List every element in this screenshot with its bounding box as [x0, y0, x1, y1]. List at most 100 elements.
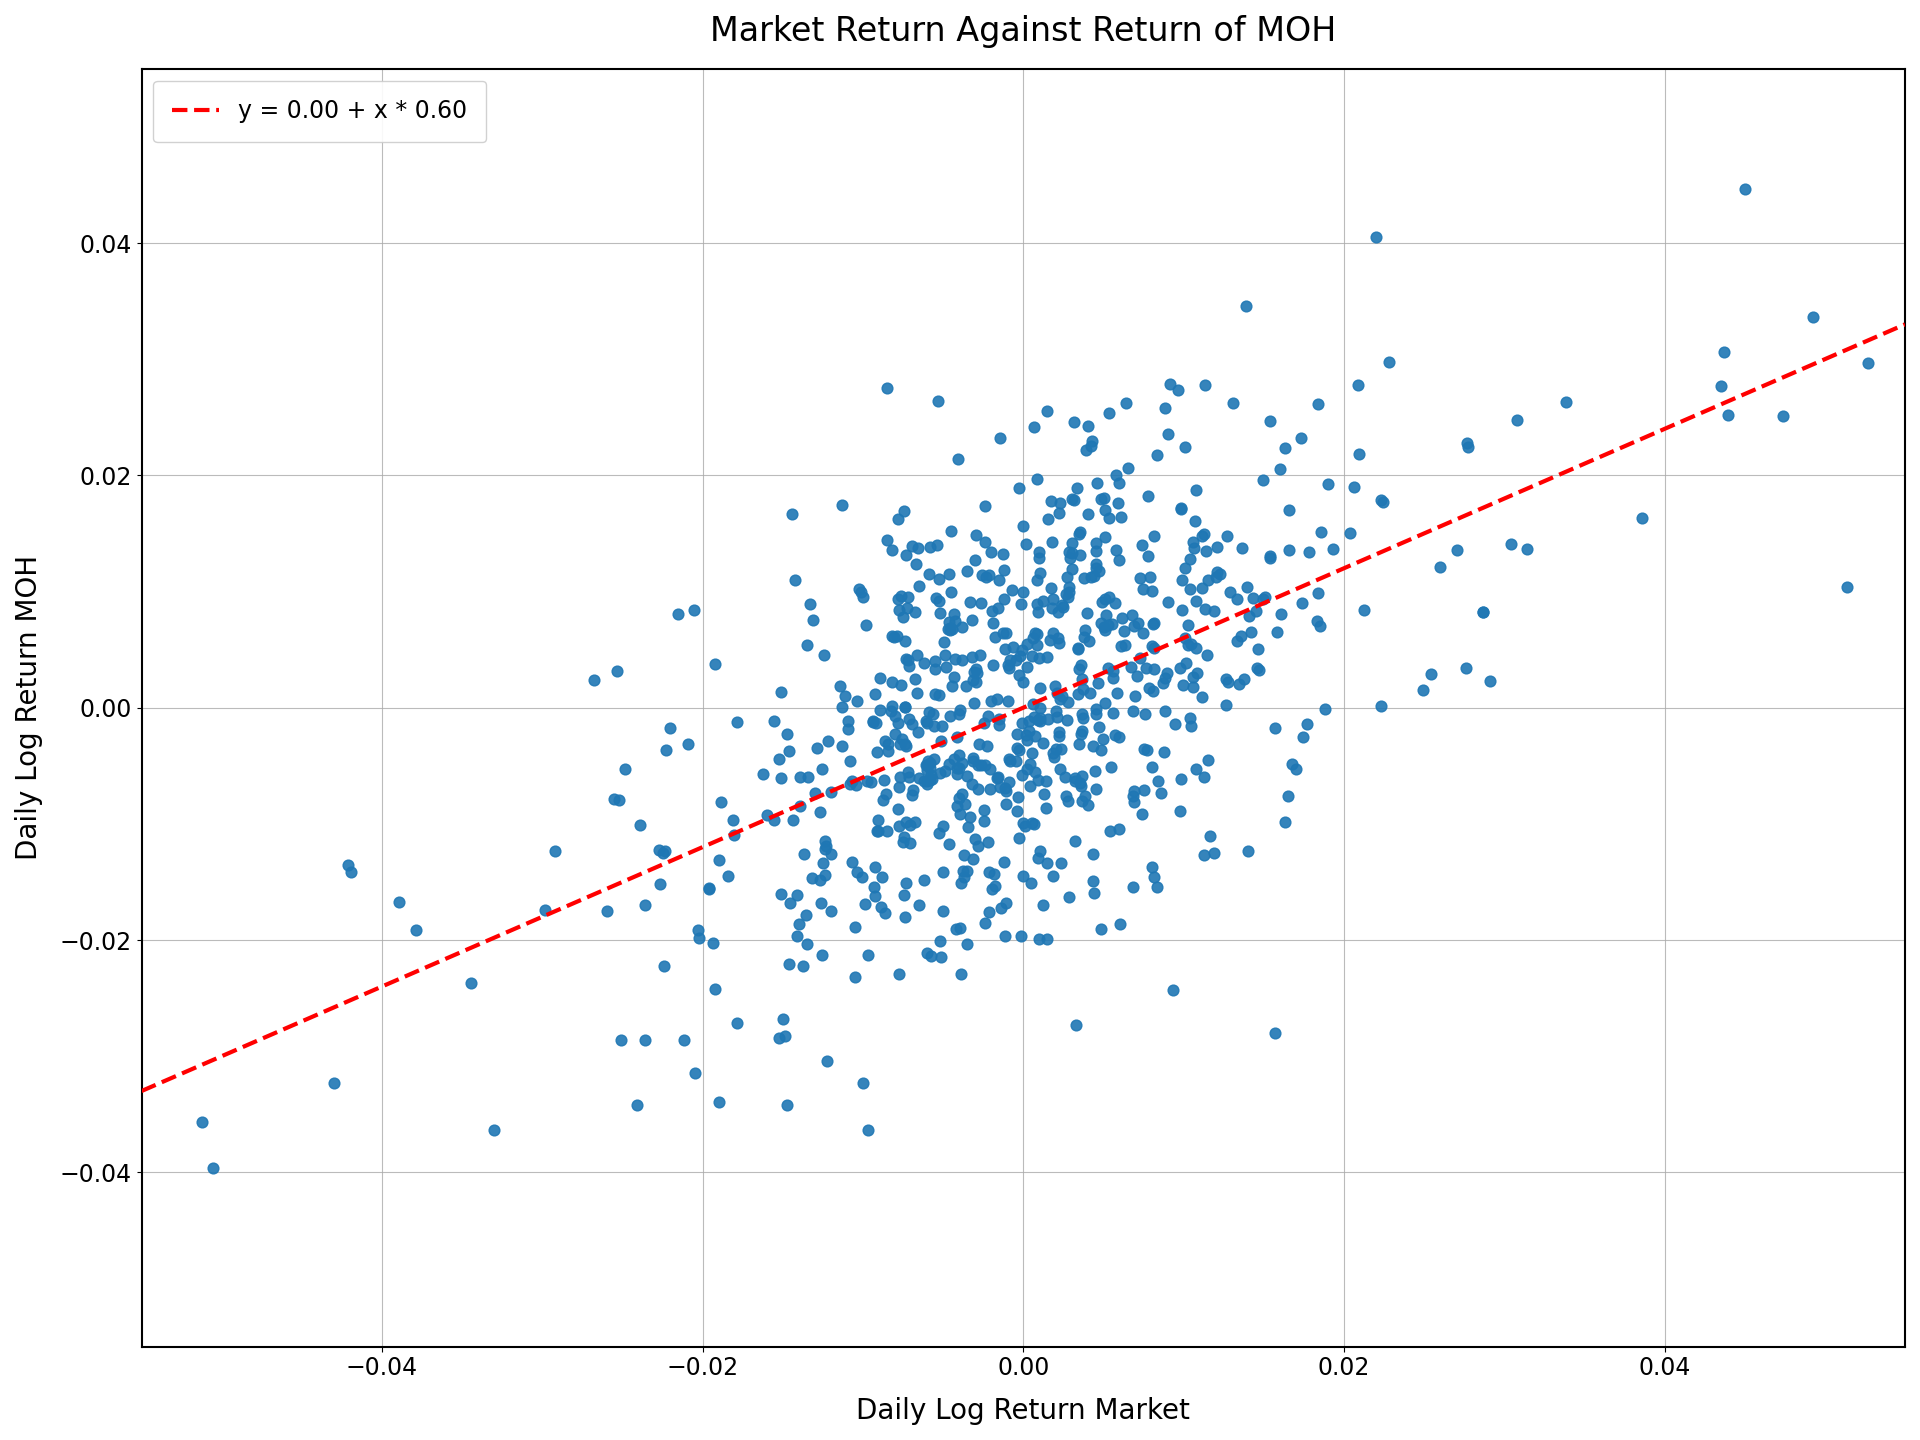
Point	[920, 683, 950, 706]
Point	[1092, 657, 1123, 680]
Point	[933, 563, 964, 586]
Point	[1192, 749, 1223, 772]
Point	[1066, 721, 1096, 744]
Point	[1206, 563, 1236, 586]
Point	[883, 508, 914, 531]
Point	[1083, 671, 1114, 694]
Point	[1089, 727, 1119, 750]
Point	[1709, 341, 1740, 364]
Point	[1242, 657, 1273, 680]
Point	[1452, 657, 1482, 680]
Point	[1000, 737, 1031, 760]
Point	[941, 647, 972, 670]
Point	[1031, 645, 1062, 668]
Point	[693, 878, 724, 901]
Point	[1044, 687, 1075, 710]
Point	[1081, 698, 1112, 721]
Point	[1056, 541, 1087, 564]
Point	[1060, 769, 1091, 792]
Point	[933, 832, 964, 855]
Point	[1014, 753, 1044, 776]
Point	[1012, 655, 1043, 678]
Point	[766, 681, 797, 704]
Point	[1094, 505, 1125, 528]
Point	[699, 652, 730, 675]
Point	[804, 868, 835, 891]
Point	[791, 904, 822, 927]
Point	[891, 648, 922, 671]
Point	[1269, 811, 1300, 834]
Point	[1240, 600, 1271, 624]
Point	[722, 710, 753, 733]
Point	[1033, 507, 1064, 530]
Point	[1131, 739, 1162, 762]
Point	[960, 524, 991, 547]
Point	[933, 611, 964, 634]
Point	[1236, 621, 1267, 644]
Point	[935, 618, 966, 641]
Point	[1137, 756, 1167, 779]
Point	[891, 543, 922, 566]
Point	[1306, 521, 1336, 544]
Point	[1027, 732, 1058, 755]
Point	[1075, 564, 1106, 588]
Point	[993, 690, 1023, 713]
Point	[795, 593, 826, 616]
Point	[1154, 422, 1185, 445]
Point	[1018, 812, 1048, 835]
Point	[1139, 636, 1169, 660]
Point	[1006, 711, 1037, 734]
Point	[935, 520, 966, 543]
Point	[895, 765, 925, 788]
Point	[1175, 577, 1206, 600]
Point	[872, 377, 902, 400]
Point	[1100, 464, 1131, 487]
Point	[1277, 753, 1308, 776]
Point	[828, 734, 858, 757]
Point	[693, 877, 724, 900]
Point	[1142, 876, 1173, 899]
Point	[109, 1035, 140, 1058]
Point	[939, 602, 970, 625]
Point	[893, 649, 924, 672]
Point	[981, 766, 1012, 789]
Point	[993, 657, 1023, 680]
Point	[970, 809, 1000, 832]
Point	[991, 622, 1021, 645]
Point	[1037, 530, 1068, 553]
Point	[966, 753, 996, 776]
Point	[1060, 490, 1091, 513]
Point	[1025, 708, 1056, 732]
Point	[1475, 670, 1505, 693]
Point	[1177, 675, 1208, 698]
Point	[624, 814, 655, 837]
Point	[1260, 717, 1290, 740]
Point	[1089, 616, 1119, 639]
Point	[1102, 681, 1133, 704]
Point	[1167, 598, 1198, 621]
Point	[964, 644, 995, 667]
Point	[1114, 456, 1144, 480]
Point	[933, 753, 964, 776]
Point	[947, 615, 977, 638]
Point	[1127, 577, 1158, 600]
Point	[956, 773, 987, 796]
Point	[1104, 492, 1135, 516]
Point	[887, 605, 918, 628]
Point	[1081, 531, 1112, 554]
Point	[1148, 671, 1179, 694]
Point	[1415, 662, 1446, 685]
Point	[1713, 403, 1743, 426]
Point	[885, 674, 916, 697]
Point	[1016, 871, 1046, 894]
Point	[914, 536, 945, 559]
Point	[1000, 750, 1031, 773]
Point	[931, 655, 962, 678]
Point	[1133, 484, 1164, 507]
Point	[1020, 415, 1050, 438]
Point	[1046, 593, 1077, 616]
Point	[816, 900, 847, 923]
Point	[1060, 829, 1091, 852]
Point	[1025, 840, 1056, 863]
Point	[1064, 523, 1094, 546]
